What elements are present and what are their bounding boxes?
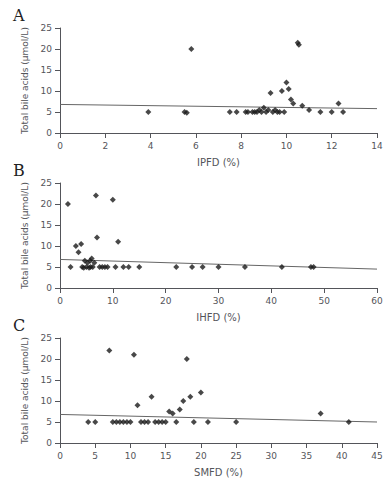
svg-text:40: 40 [266, 296, 278, 306]
svg-text:Total bile acids (μmol/L): Total bile acids (μmol/L) [20, 337, 30, 445]
svg-text:25: 25 [41, 333, 52, 343]
svg-text:8: 8 [238, 141, 244, 151]
svg-text:40: 40 [336, 451, 348, 461]
svg-text:14: 14 [371, 141, 383, 151]
svg-text:0: 0 [46, 438, 52, 448]
svg-text:2: 2 [102, 141, 108, 151]
svg-text:Total bile acids (μmol/L): Total bile acids (μmol/L) [20, 182, 30, 290]
svg-text:10: 10 [125, 451, 137, 461]
svg-text:10: 10 [41, 86, 53, 96]
svg-text:20: 20 [41, 44, 53, 54]
svg-text:12: 12 [326, 141, 337, 151]
svg-text:6: 6 [193, 141, 199, 151]
svg-text:0: 0 [57, 296, 63, 306]
svg-text:4: 4 [148, 141, 154, 151]
svg-text:15: 15 [41, 220, 52, 230]
svg-text:20: 20 [41, 199, 53, 209]
svg-text:B: B [13, 161, 25, 180]
svg-text:5: 5 [46, 107, 52, 117]
svg-text:10: 10 [107, 296, 119, 306]
svg-text:30: 30 [213, 296, 225, 306]
svg-text:15: 15 [160, 451, 171, 461]
svg-text:35: 35 [301, 451, 312, 461]
svg-text:15: 15 [41, 375, 52, 385]
svg-text:Total bile acids (μmol/L): Total bile acids (μmol/L) [20, 27, 30, 135]
svg-text:0: 0 [57, 451, 63, 461]
svg-text:A: A [12, 6, 25, 25]
svg-text:10: 10 [281, 141, 293, 151]
svg-text:30: 30 [266, 451, 278, 461]
svg-text:0: 0 [46, 283, 52, 293]
svg-text:SMFD (%): SMFD (%) [194, 467, 243, 478]
svg-text:50: 50 [318, 296, 330, 306]
svg-text:20: 20 [160, 296, 172, 306]
svg-text:C: C [13, 316, 25, 335]
svg-text:5: 5 [46, 417, 52, 427]
svg-text:60: 60 [371, 296, 383, 306]
svg-text:10: 10 [41, 241, 53, 251]
svg-text:20: 20 [195, 451, 207, 461]
svg-text:25: 25 [230, 451, 241, 461]
svg-text:IPFD (%): IPFD (%) [197, 157, 240, 168]
svg-text:0: 0 [57, 141, 63, 151]
svg-text:20: 20 [41, 354, 53, 364]
svg-text:25: 25 [41, 23, 52, 33]
svg-text:45: 45 [371, 451, 382, 461]
svg-text:IHFD (%): IHFD (%) [196, 312, 241, 323]
svg-text:10: 10 [41, 396, 53, 406]
svg-text:25: 25 [41, 178, 52, 188]
svg-text:0: 0 [46, 128, 52, 138]
svg-text:5: 5 [46, 262, 52, 272]
svg-text:5: 5 [92, 451, 98, 461]
svg-text:15: 15 [41, 65, 52, 75]
